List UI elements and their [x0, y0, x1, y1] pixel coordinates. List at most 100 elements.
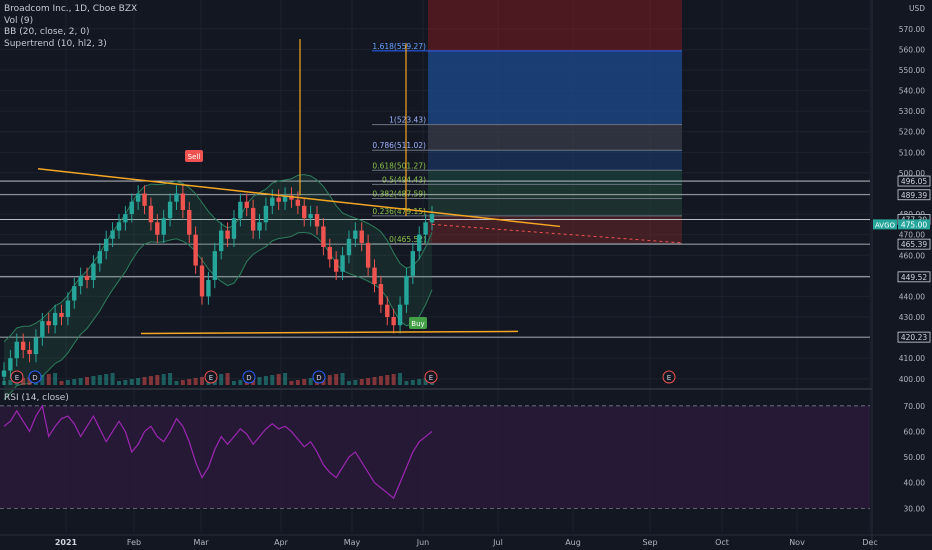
dividend-marker-label: D: [316, 374, 321, 382]
legend-vol[interactable]: Vol (9): [4, 15, 34, 26]
rsi-band: [0, 405, 870, 509]
earnings-marker: [204, 370, 218, 384]
volume-bar: [302, 379, 307, 385]
current-symbol-label: AVGO: [875, 221, 896, 229]
volume-bar: [123, 380, 128, 385]
candle-body: [180, 193, 186, 210]
volume-bar: [295, 380, 300, 385]
volume-bar: [410, 380, 415, 385]
volume-bar: [72, 379, 77, 385]
candle-body: [404, 275, 409, 305]
fib-label-0: 0(465.52): [389, 235, 426, 244]
fib-zone-0236: [428, 215, 682, 244]
time-tick-label: Sep: [642, 538, 657, 547]
candle-body: [276, 197, 281, 202]
dividend-marker: [312, 370, 326, 384]
volume-bar: [174, 381, 179, 385]
price-tick-label: 540.00: [899, 87, 925, 96]
candle-body: [333, 259, 339, 272]
candle-body: [238, 201, 243, 219]
candle-body: [295, 199, 301, 206]
volume-bar: [200, 377, 205, 385]
candle-body: [321, 226, 326, 248]
candle-body: [250, 207, 256, 231]
legend-bb[interactable]: BB (20, close, 2, 0): [4, 27, 90, 37]
rsi-tick-label: 30.00: [904, 504, 926, 513]
descending-trendline: [37, 168, 561, 228]
candle-body: [155, 222, 160, 235]
level-price-badge: [897, 189, 931, 201]
dividend-marker: [28, 370, 42, 384]
candle-body: [289, 195, 294, 200]
candle-body: [40, 321, 45, 338]
candle-body: [417, 234, 422, 252]
volume-bar: [65, 380, 70, 385]
price-tick-label: 560.00: [899, 45, 925, 54]
candle-body: [52, 312, 58, 326]
candle-body: [314, 214, 320, 227]
price-tick-label: 530.00: [899, 107, 925, 116]
candle-body: [257, 222, 262, 231]
volume-bar: [327, 375, 332, 385]
fib-label-1618: 1.618(559.27): [372, 42, 426, 51]
candle-body: [423, 222, 428, 235]
time-tick-label: Jun: [416, 538, 430, 547]
volume-bar: [129, 379, 134, 385]
current-price-label: 475.00: [901, 220, 927, 229]
buy-signal-label: Buy: [411, 320, 424, 328]
rsi-tick-label: 40.00: [904, 479, 926, 488]
volume-bar: [263, 376, 268, 385]
candle-body: [308, 214, 313, 219]
fib-label-0382: 0.382(487.59): [372, 189, 426, 198]
level-price-badge: [897, 175, 931, 187]
fib-zone-05: [428, 184, 682, 199]
level-price-label: 449.52: [901, 273, 927, 282]
candle-body: [193, 234, 198, 266]
fib-zone-0786: [428, 150, 682, 171]
candle-body: [397, 304, 403, 326]
volume-bar: [27, 377, 32, 385]
candle-body: [187, 209, 192, 235]
volume-bar: [136, 378, 141, 385]
volume-bar: [46, 374, 51, 385]
candle-body: [104, 238, 109, 252]
volume-bar: [78, 378, 83, 385]
legend-supertrend[interactable]: Supertrend (10, hl2, 3): [4, 38, 107, 49]
volume-bar: [161, 374, 166, 385]
level-price-label: 489.39: [901, 191, 927, 200]
volume-bar: [334, 374, 339, 385]
candle-body: [142, 193, 147, 206]
buy-signal-badge: [409, 317, 427, 329]
candle-body: [429, 214, 435, 223]
volume-bar: [8, 380, 13, 385]
volume-bar: [276, 374, 281, 385]
candle-body: [218, 230, 224, 252]
rsi-legend[interactable]: RSI (14, close): [4, 393, 69, 403]
volume-bar: [85, 377, 90, 385]
candle-body: [372, 267, 377, 285]
candle-body: [97, 251, 103, 264]
candle-body: [65, 300, 71, 318]
time-tick-label: Aug: [565, 538, 581, 547]
fib-label-0618: 0.618(501.27): [372, 161, 426, 170]
fib-label-0236: 0.236(479.15): [372, 207, 426, 216]
dividend-marker-label: D: [32, 374, 37, 382]
level-price-label: 465.39: [901, 240, 927, 249]
candle-body: [302, 205, 307, 219]
volume-bar: [97, 375, 102, 385]
candle-body: [199, 265, 205, 297]
price-tick-label: 470.00: [899, 231, 925, 240]
level-price-label: 496.05: [901, 177, 927, 186]
volume-bar: [340, 373, 345, 385]
candle-body: [327, 247, 332, 260]
legend-symbol[interactable]: Broadcom Inc., 1D, Cboe BZX: [4, 4, 138, 14]
earnings-marker-label: E: [429, 374, 433, 382]
price-tick-label: 400.00: [899, 375, 925, 384]
candle-body: [46, 321, 51, 326]
volume-bar: [353, 380, 358, 385]
rsi-tick-label: 70.00: [904, 402, 926, 411]
candle-body: [206, 279, 211, 297]
candle-body: [244, 201, 249, 208]
volume-bar: [225, 373, 230, 385]
